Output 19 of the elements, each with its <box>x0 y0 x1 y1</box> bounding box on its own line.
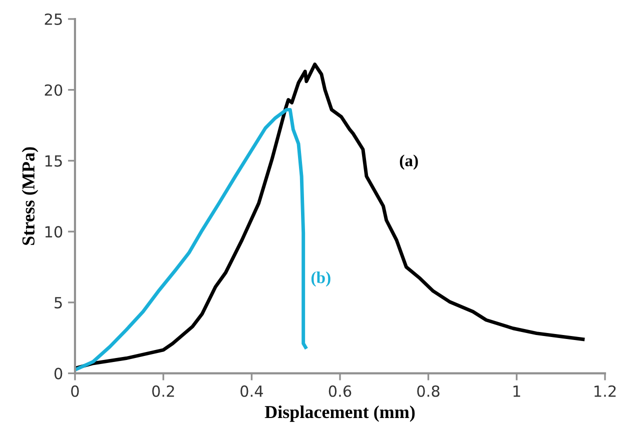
x-tick-label: 0 <box>71 385 79 397</box>
x-axis-title: Displacement (mm) <box>264 405 415 422</box>
y-tick-label: 0 <box>54 368 62 380</box>
x-tick-label: 0.4 <box>240 385 263 397</box>
x-tick-label: 0.8 <box>417 385 440 397</box>
x-tick-label: 0.6 <box>328 385 352 397</box>
line-series <box>75 62 585 370</box>
y-tick-label: 15 <box>45 155 62 167</box>
y-tick-label: 5 <box>54 297 62 308</box>
x-tick-label: 1 <box>513 386 520 397</box>
y-tick-label: 25 <box>44 13 62 26</box>
annotation: (a) <box>400 154 418 170</box>
y-tick-label: 20 <box>44 84 62 96</box>
y-tick-label: 10 <box>45 226 62 238</box>
y-axis-title: Stress (MPa) <box>22 147 38 245</box>
line-series <box>75 108 308 372</box>
annotation: (b) <box>311 272 330 287</box>
x-tick-label: 0.2 <box>152 385 174 397</box>
x-tick-label: 1.2 <box>594 385 616 397</box>
